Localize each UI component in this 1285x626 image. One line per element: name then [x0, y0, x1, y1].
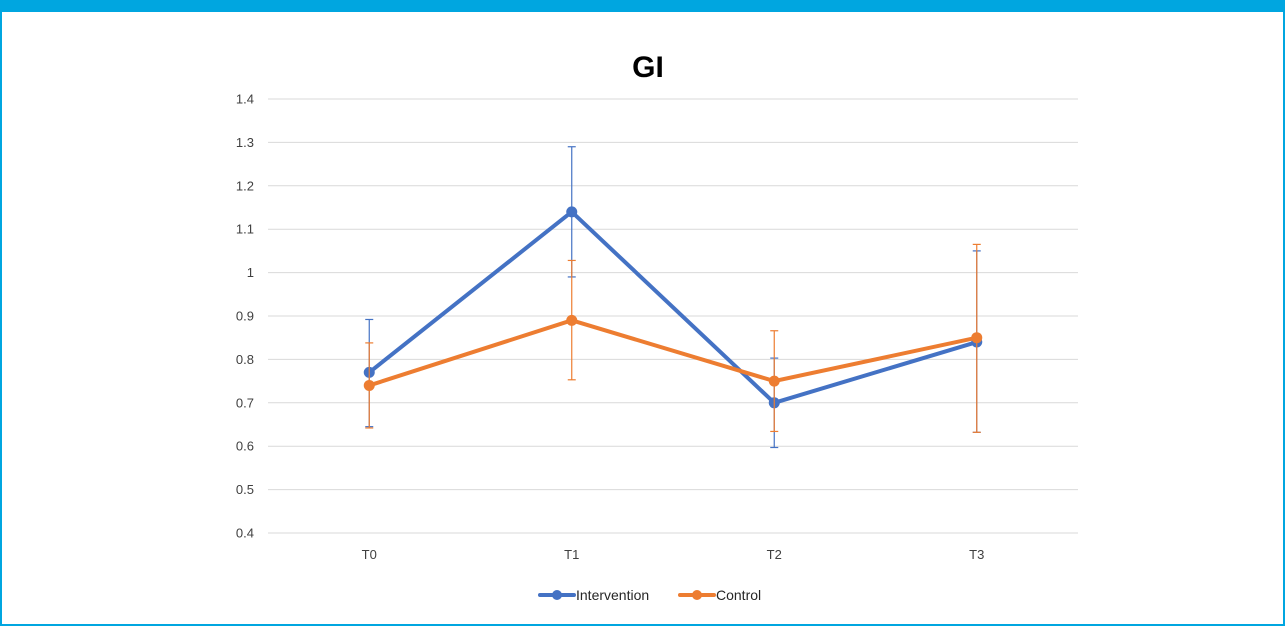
y-tick-label: 0.4 [236, 526, 254, 541]
legend-label: Intervention [576, 587, 649, 603]
x-tick-label: T1 [564, 547, 579, 562]
y-tick-label: 1.2 [236, 178, 254, 193]
series-group [363, 146, 983, 449]
y-tick-label: 1.1 [236, 222, 254, 237]
chart-title: GI [632, 51, 664, 84]
data-point [971, 332, 983, 344]
legend-item-intervention: Intervention [538, 587, 649, 603]
data-point [566, 206, 578, 218]
y-tick-label: 1 [247, 265, 254, 280]
x-tick-label: T0 [362, 547, 377, 562]
data-point [363, 379, 375, 391]
y-tick-label: 1.3 [236, 135, 254, 150]
series-line [367, 318, 979, 388]
series-control [363, 243, 983, 433]
y-tick-label: 0.6 [236, 439, 254, 454]
y-tick-label: 1.4 [236, 92, 254, 107]
x-axis-ticks: T0 T1 T2 T3 [362, 547, 985, 562]
gridlines [268, 98, 1078, 534]
y-tick-label: 0.9 [236, 309, 254, 324]
x-tick-label: T2 [767, 547, 782, 562]
series-line [367, 209, 979, 405]
x-tick-label: T3 [969, 547, 984, 562]
data-point [768, 375, 780, 387]
data-point [566, 314, 578, 326]
legend-label: Control [716, 587, 761, 603]
legend-swatch-marker [552, 590, 562, 600]
y-tick-label: 0.8 [236, 352, 254, 367]
legend: Intervention Control [538, 587, 761, 603]
y-tick-label: 0.7 [236, 395, 254, 410]
legend-swatch-marker [692, 590, 702, 600]
y-tick-label: 0.5 [236, 482, 254, 497]
y-axis-ticks: 0.4 0.5 0.6 0.7 0.8 0.9 1 1.1 1.2 1.3 1.4 [236, 92, 254, 541]
legend-item-control: Control [678, 587, 761, 603]
